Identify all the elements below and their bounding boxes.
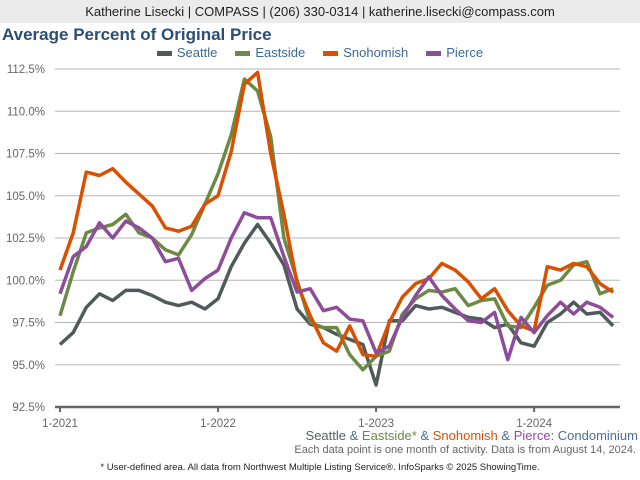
contact-header: Katherine Lisecki | COMPASS | (206) 330-… xyxy=(0,0,640,23)
chart-subtitle: Seattle & Eastside* & Snohomish & Pierce… xyxy=(306,428,638,443)
legend-swatch xyxy=(235,51,251,57)
x-tick-label: 1-2021 xyxy=(42,418,78,430)
subtitle-part: & xyxy=(346,428,362,443)
x-tick-label: 1-2022 xyxy=(200,418,236,430)
footer-disclaimer: * User-defined area. All data from North… xyxy=(100,462,540,473)
y-tick-label: 102.5% xyxy=(6,233,45,245)
series-line-pierce xyxy=(58,210,615,362)
y-tick-label: 112.5% xyxy=(7,64,45,76)
legend-swatch xyxy=(156,51,172,57)
y-tick-label: 95.0% xyxy=(12,360,45,372)
legend-label: Pierce xyxy=(446,45,484,60)
subtitle-part: Snohomish xyxy=(432,428,498,443)
subtitle-part: & xyxy=(497,428,514,443)
legend-label: Snohomish xyxy=(343,45,409,60)
series-line-snohomish xyxy=(58,70,615,359)
legend-swatch xyxy=(426,51,442,57)
legend-item-seattle[interactable]: Seattle xyxy=(156,45,218,60)
y-tick-label: 92.5% xyxy=(12,402,45,414)
legend: Seattle Eastside Snohomish Pierce xyxy=(0,45,640,60)
legend-item-eastside[interactable]: Eastside xyxy=(235,45,305,60)
subtitle-part: Pierce xyxy=(513,428,551,443)
legend-item-pierce[interactable]: Pierce xyxy=(426,45,483,60)
y-tick-label: 110.0% xyxy=(7,106,45,118)
data-note: Each data point is one month of activity… xyxy=(294,444,636,456)
subtitle-part: Seattle xyxy=(305,428,347,443)
legend-label: Seattle xyxy=(176,45,218,60)
y-tick-label: 97.5% xyxy=(12,318,45,330)
y-tick-label: 100.0% xyxy=(6,275,45,287)
subtitle-part: Eastside* xyxy=(361,428,417,443)
chart-title: Average Percent of Original Price xyxy=(2,25,272,44)
x-tick-label: 1-2024 xyxy=(516,418,552,430)
subtitle-part: & xyxy=(416,428,433,443)
legend-label: Eastside xyxy=(255,45,306,60)
legend-item-snohomish[interactable]: Snohomish xyxy=(323,45,408,60)
x-tick-label: 1-2023 xyxy=(358,418,394,430)
legend-swatch xyxy=(323,51,339,57)
subtitle-part: : Condominium xyxy=(550,428,638,443)
series-line-seattle xyxy=(58,222,615,387)
y-tick-label: 107.5% xyxy=(6,149,45,161)
y-tick-label: 105.0% xyxy=(6,191,45,203)
